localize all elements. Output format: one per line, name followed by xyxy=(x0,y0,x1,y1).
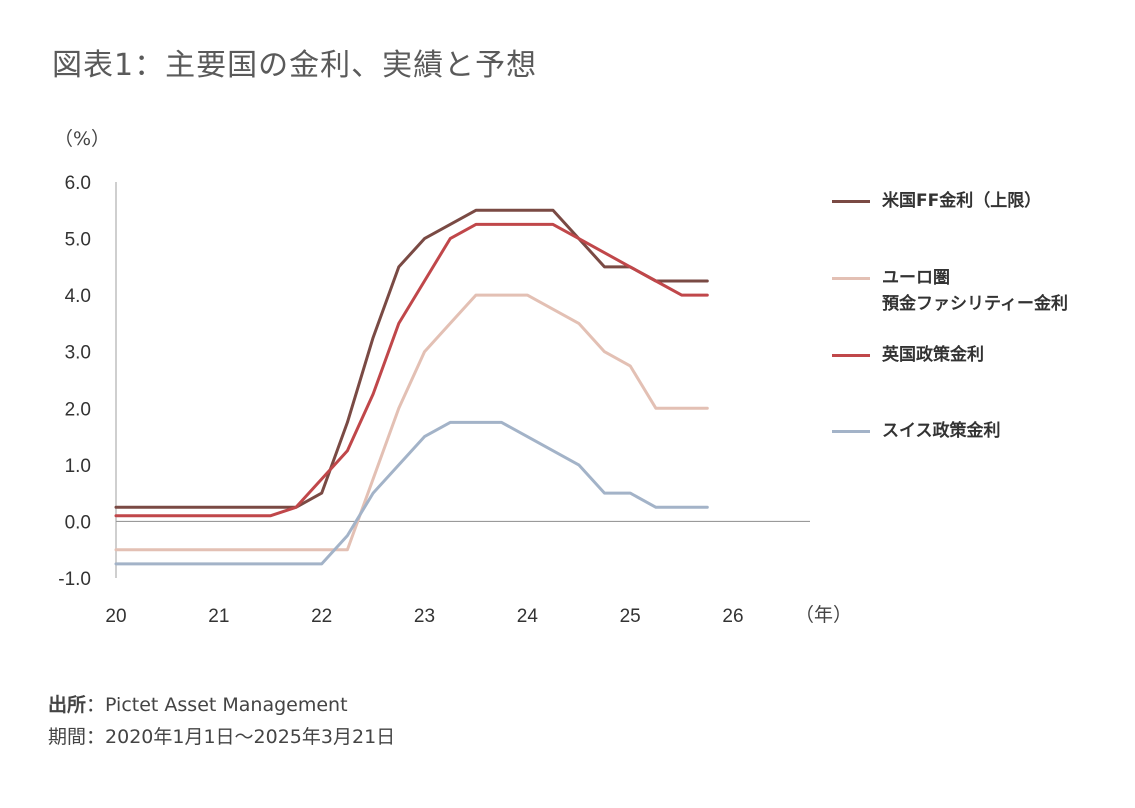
y-tick-label: 0.0 xyxy=(65,512,91,533)
x-tick-label: 24 xyxy=(517,606,539,627)
source-note: 出所：Pictet Asset Management xyxy=(48,690,348,717)
legend-label: スイス政策金利 xyxy=(882,421,1001,441)
x-tick-label: 20 xyxy=(105,606,126,627)
legend-swatch xyxy=(832,430,870,433)
legend-label: 米国FF金利（上限） xyxy=(882,191,1042,211)
source-label: 出所 xyxy=(48,694,87,716)
legend-swatch xyxy=(832,354,870,357)
y-tick-label: 2.0 xyxy=(65,399,91,420)
series-line-2 xyxy=(114,293,709,552)
y-tick-label: -1.0 xyxy=(58,569,91,590)
y-tick-label: 1.0 xyxy=(65,456,91,477)
x-tick-label: 22 xyxy=(311,606,332,627)
series-line-4 xyxy=(114,420,709,566)
y-tick-label: 5.0 xyxy=(65,230,91,251)
legend-label: ユーロ圏 預金ファシリティー金利 xyxy=(882,268,1068,314)
y-tick-label: 4.0 xyxy=(65,286,91,307)
legend-swatch xyxy=(832,277,870,280)
series-line-3 xyxy=(114,222,709,518)
legend-label: 英国政策金利 xyxy=(882,345,984,365)
x-tick-label: 21 xyxy=(208,606,229,627)
y-tick-label: 3.0 xyxy=(65,343,91,364)
x-tick-label: 25 xyxy=(620,606,641,627)
x-tick-label: 26 xyxy=(722,606,743,627)
chart-title: 図表1：主要国の金利、実績と予想 xyxy=(52,48,538,83)
period-text: ：2020年1月1日～2025年3月21日 xyxy=(86,726,396,748)
period-note: 期間：2020年1月1日～2025年3月21日 xyxy=(48,722,395,749)
y-tick-label: 6.0 xyxy=(65,173,91,194)
x-tick-label: 23 xyxy=(414,606,435,627)
y-axis-unit-label: （%） xyxy=(54,128,111,150)
x-axis-unit-label: （年） xyxy=(795,604,853,626)
source-text: ：Pictet Asset Management xyxy=(86,694,348,716)
period-label: 期間 xyxy=(48,726,87,748)
legend-swatch xyxy=(832,200,870,203)
